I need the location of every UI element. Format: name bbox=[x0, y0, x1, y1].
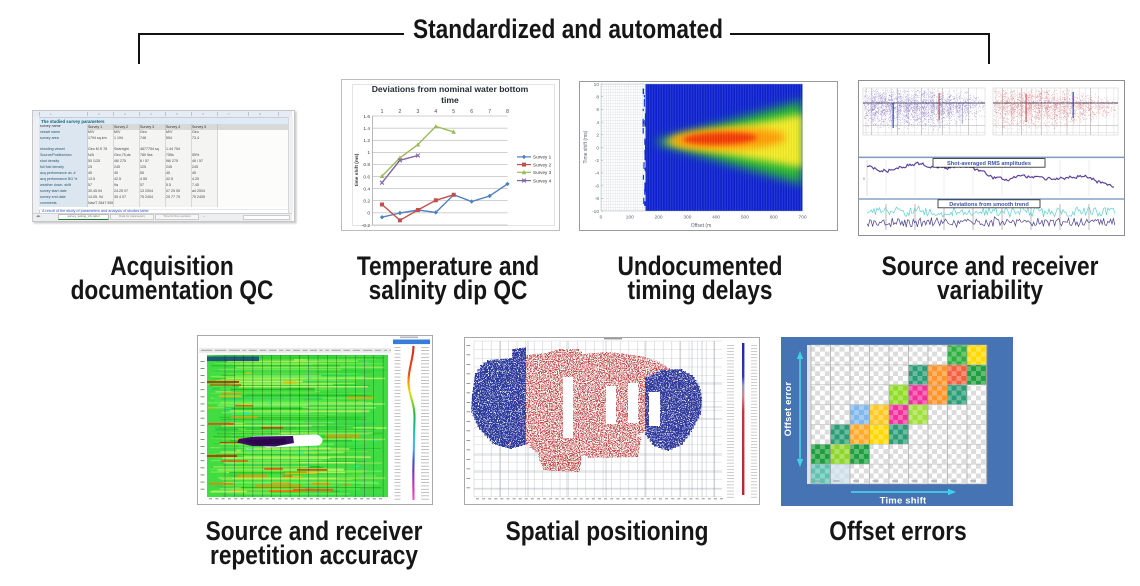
svg-text:1.6: 1.6 bbox=[363, 114, 370, 120]
svg-text:Survey 2: Survey 2 bbox=[533, 162, 552, 167]
svg-text:Offset error: Offset error bbox=[783, 382, 794, 437]
svg-text:-4: -4 bbox=[595, 171, 600, 177]
svg-text:100: 100 bbox=[626, 215, 634, 221]
svg-text:0: 0 bbox=[367, 211, 370, 217]
svg-text:10: 10 bbox=[594, 82, 600, 88]
svg-text:Survey 3: Survey 3 bbox=[533, 170, 552, 175]
svg-text:0.4: 0.4 bbox=[363, 187, 370, 193]
svg-text:time: time bbox=[441, 95, 459, 105]
svg-text:200: 200 bbox=[655, 215, 663, 221]
svg-text:Time shift: Time shift bbox=[880, 496, 927, 507]
svg-text:5: 5 bbox=[452, 109, 455, 115]
svg-text:1.2: 1.2 bbox=[363, 138, 370, 144]
svg-text:8: 8 bbox=[506, 109, 509, 115]
svg-text:0.2: 0.2 bbox=[363, 199, 370, 205]
svg-text:2: 2 bbox=[596, 133, 599, 139]
svg-text:1.4: 1.4 bbox=[363, 126, 370, 132]
svg-text:-10: -10 bbox=[592, 209, 599, 215]
svg-text:Survey 4: Survey 4 bbox=[533, 178, 552, 183]
svg-text:-8: -8 bbox=[595, 196, 600, 202]
svg-text:-6: -6 bbox=[595, 183, 600, 189]
svg-text:Deviations from nominal water: Deviations from nominal water bottom bbox=[372, 84, 529, 94]
svg-text:400: 400 bbox=[712, 215, 720, 221]
svg-text:time shift (ms): time shift (ms) bbox=[354, 153, 360, 186]
svg-text:Offset (m: Offset (m bbox=[691, 223, 711, 229]
svg-text:Deviations from smooth trend: Deviations from smooth trend bbox=[949, 202, 1029, 208]
svg-text:3: 3 bbox=[417, 109, 420, 115]
svg-text:700: 700 bbox=[798, 215, 806, 221]
svg-text:0.8: 0.8 bbox=[363, 162, 370, 168]
svg-text:Time shift (ms): Time shift (ms) bbox=[583, 130, 589, 163]
svg-text:0: 0 bbox=[863, 177, 865, 181]
svg-text:0: 0 bbox=[596, 145, 599, 151]
svg-text:600: 600 bbox=[770, 215, 778, 221]
svg-text:0.6: 0.6 bbox=[363, 174, 370, 180]
svg-text:-2: -2 bbox=[595, 158, 600, 164]
svg-text:8: 8 bbox=[596, 95, 599, 101]
svg-text:Shot-averaged RMS amplitudes: Shot-averaged RMS amplitudes bbox=[947, 161, 1031, 167]
svg-text:4: 4 bbox=[596, 120, 599, 126]
svg-text:Survey 1: Survey 1 bbox=[533, 155, 552, 160]
svg-text:0: 0 bbox=[600, 215, 603, 221]
svg-text:7: 7 bbox=[488, 109, 491, 115]
svg-text:4: 4 bbox=[434, 109, 437, 115]
svg-text:500: 500 bbox=[741, 215, 749, 221]
svg-text:-0.2: -0.2 bbox=[362, 223, 371, 229]
svg-text:1: 1 bbox=[367, 150, 370, 156]
svg-text:1: 1 bbox=[381, 109, 384, 115]
svg-text:6: 6 bbox=[596, 107, 599, 113]
svg-text:300: 300 bbox=[683, 215, 691, 221]
svg-text:6: 6 bbox=[470, 109, 473, 115]
svg-text:2: 2 bbox=[399, 109, 402, 115]
